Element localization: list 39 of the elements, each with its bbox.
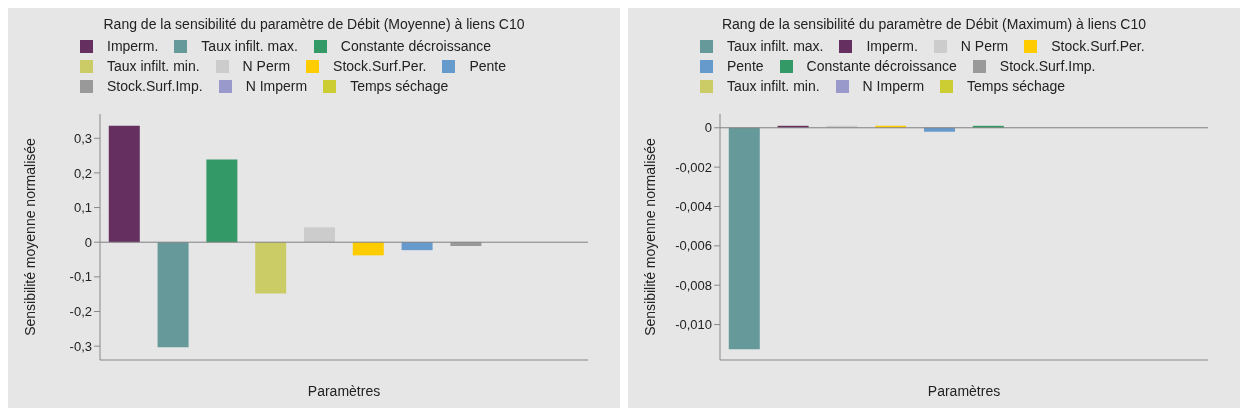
legend-label: N Perm — [242, 58, 291, 74]
y-tick-label: -0,006 — [675, 238, 712, 254]
legend-label: N Imperm — [245, 78, 308, 94]
legend-label: Taux infilt. max. — [727, 38, 824, 54]
y-tick-label: 0,2 — [73, 165, 92, 181]
chart-title: Rang de la sensibilité du paramètre de Débit (Moyenne) à liens C10 — [102, 16, 526, 32]
legend-label: N Imperm — [862, 78, 925, 94]
y-tick-label: -0,1 — [69, 269, 92, 285]
legend-label: N Perm — [960, 38, 1009, 54]
y-tick-label: -0,008 — [675, 277, 712, 293]
legend-label: Pente — [469, 58, 507, 74]
legend-label: Temps séchage — [967, 78, 1066, 94]
chart-title: Rang de la sensibilité du paramètre de Débit (Maximum) à liens C10 — [720, 16, 1148, 32]
y-tick-label: 0,1 — [73, 200, 92, 216]
legend-label: Stock.Surf.Imp. — [107, 78, 203, 94]
x-axis-title: Paramètres — [927, 383, 1001, 399]
legend-label: Stock.Surf.Imp. — [999, 58, 1096, 74]
y-tick-label: 0,3 — [73, 130, 92, 146]
x-axis-title: Paramètres — [307, 383, 381, 399]
y-tick-label: 0 — [84, 234, 92, 250]
legend-label: Taux infilt. max. — [201, 38, 298, 54]
legend-label: Stock.Surf.Per. — [333, 58, 427, 74]
legend-label: Stock.Surf.Per. — [1051, 38, 1145, 54]
legend-label: Taux infilt. min. — [107, 58, 200, 74]
y-tick-label: -0,002 — [675, 159, 712, 175]
y-tick-label: 0 — [704, 120, 712, 136]
y-axis-title: Sensibilité moyenne normalisée — [641, 137, 658, 336]
legend-label: Constante décroissance — [340, 38, 492, 54]
legend-label: Pente — [727, 58, 764, 74]
y-axis-title: Sensibilité moyenne normalisée — [21, 137, 38, 336]
legend-label: Constante décroissance — [806, 58, 957, 74]
y-tick-label: -0,004 — [675, 199, 712, 215]
y-tick-label: -0,3 — [69, 338, 92, 354]
y-tick-label: -0,2 — [69, 304, 92, 320]
legend-label: Imperm. — [107, 38, 159, 54]
legend-label: Taux infilt. min. — [727, 78, 820, 94]
legend-label: Temps séchage — [350, 78, 449, 94]
legend-label: Imperm. — [866, 38, 918, 54]
y-tick-label: -0,010 — [675, 317, 712, 333]
